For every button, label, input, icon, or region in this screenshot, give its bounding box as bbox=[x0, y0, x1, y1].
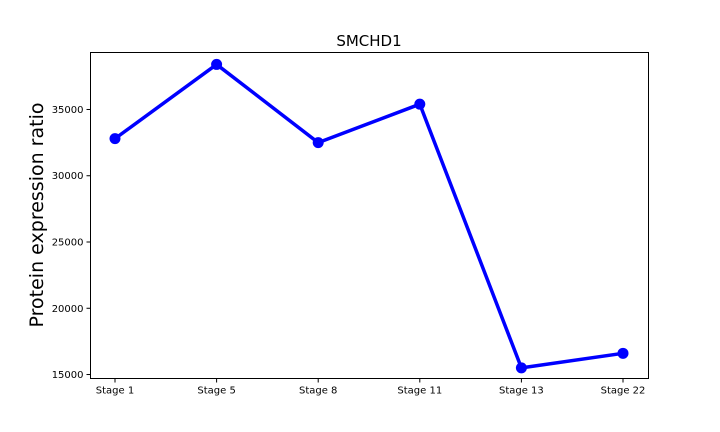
y-tick-label: 20000 bbox=[52, 304, 84, 315]
chart-title: SMCHD1 bbox=[336, 32, 401, 50]
plot-area: Stage 1 Stage 5 Stage 8 Stage 11 Stage 13 Sta… bbox=[52, 58, 646, 397]
x-tick-label: Stage 1 bbox=[96, 386, 134, 397]
x-tick-label: Stage 5 bbox=[197, 386, 235, 397]
x-tick-label: Stage 13 bbox=[499, 386, 544, 397]
x-tick-label: Stage 8 bbox=[299, 386, 337, 397]
plot-frame bbox=[90, 52, 649, 379]
data-point bbox=[109, 133, 121, 145]
data-point bbox=[515, 362, 527, 374]
y-axis-label: Protein expression ratio bbox=[26, 103, 48, 328]
x-tick-label: Stage 22 bbox=[601, 386, 646, 397]
x-tick-label: Stage 11 bbox=[397, 386, 442, 397]
data-point bbox=[211, 58, 223, 70]
data-point bbox=[312, 137, 324, 149]
y-tick-label: 15000 bbox=[52, 370, 84, 381]
y-tick-label: 30000 bbox=[52, 171, 84, 182]
y-tick-label: 35000 bbox=[52, 105, 84, 116]
data-point bbox=[414, 98, 426, 110]
data-point bbox=[617, 347, 629, 359]
y-tick-label: 25000 bbox=[52, 238, 84, 249]
series-line bbox=[113, 62, 624, 370]
